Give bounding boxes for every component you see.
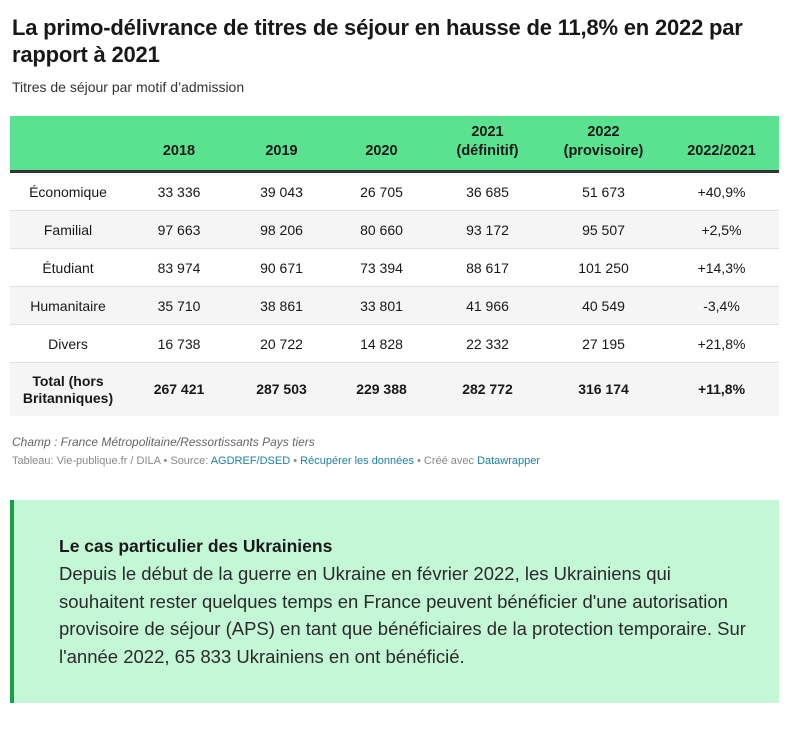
table-cell: 73 394	[331, 248, 432, 287]
table-cell: +2,5%	[664, 210, 779, 249]
table-cell: 22 332	[432, 324, 543, 363]
column-header: 2022 (provisoire)	[543, 116, 664, 173]
column-header-line	[664, 123, 779, 142]
table-cell: 38 861	[232, 286, 331, 325]
table-cell: 229 388	[331, 362, 432, 416]
table-cell: -3,4%	[664, 286, 779, 325]
row-label: Étudiant	[10, 248, 126, 287]
table-cell: 267 421	[126, 362, 232, 416]
table-cell: 51 673	[543, 171, 664, 211]
column-header-line: 2020	[365, 143, 398, 159]
row-label: Total (hors Britanniques)	[10, 362, 126, 416]
table-cell: 101 250	[543, 248, 664, 287]
table-cell: 36 685	[432, 171, 543, 211]
table-cell: 33 336	[126, 171, 232, 211]
separator: •	[290, 455, 301, 467]
data-table: 2018 2019 2020 2021 (définitif) 2022 (provisoi…	[10, 116, 779, 416]
column-header-line: 2018	[162, 143, 196, 159]
row-label: Humanitaire	[10, 286, 126, 325]
table-cell: 316 174	[543, 362, 664, 416]
table-cell: 27 195	[543, 324, 664, 363]
datawrapper-link[interactable]: Datawrapper	[477, 455, 541, 467]
table-cell: 20 722	[232, 324, 331, 363]
column-header-line: (provisoire)	[563, 143, 644, 159]
table-cell: +40,9%	[664, 171, 779, 211]
table-row: Étudiant 83 974 90 671 73 394 88 617 101 250 +…	[10, 248, 779, 287]
table-notes: Champ : France Métropolitaine/Ressortiss…	[12, 435, 315, 449]
table-cell: 90 671	[232, 248, 331, 287]
page-title: La primo-délivrance de titres de séjour …	[12, 15, 743, 67]
table-cell: 282 772	[432, 362, 543, 416]
column-header-line: (définitif)	[456, 143, 519, 159]
column-header-line: 2019	[265, 143, 298, 159]
table-cell: 97 663	[126, 210, 232, 249]
column-header-line	[10, 123, 126, 142]
table-cell: 14 828	[331, 324, 432, 363]
info-box-heading: Le cas particulier des Ukrainiens	[59, 536, 333, 556]
get-data-link[interactable]: Récupérer les données	[300, 455, 414, 467]
row-label: Familial	[10, 210, 126, 249]
credits: Tableau: Vie-publique.fr / DILA • Source…	[12, 455, 540, 467]
table-cell: +11,8%	[664, 362, 779, 416]
row-label: Économique	[10, 171, 126, 211]
table-cell: 93 172	[432, 210, 543, 249]
column-header: 2020	[331, 116, 432, 173]
source-link[interactable]: AGDREF/DSED	[210, 455, 291, 467]
column-header-line: 2022/2021	[687, 143, 756, 159]
table-cell: 80 660	[331, 210, 432, 249]
table-cell: 83 974	[126, 248, 232, 287]
table-cell: +21,8%	[664, 324, 779, 363]
info-box: Le cas particulier des Ukrainiens Depuis…	[10, 500, 779, 703]
table-subtitle: Titres de séjour par motif d’admission	[12, 79, 245, 95]
table-cell: 98 206	[232, 210, 331, 249]
created-with-label: • Créé avec	[413, 455, 478, 467]
credits-prefix: Tableau: Vie-publique.fr / DILA • Source…	[12, 455, 211, 467]
column-header-line	[331, 123, 432, 142]
table-cell: 41 966	[432, 286, 543, 325]
row-label: Divers	[10, 324, 126, 363]
table-cell: +14,3%	[664, 248, 779, 287]
table-row: Divers 16 738 20 722 14 828 22 332 27 195 +21,…	[10, 324, 779, 363]
table-row: Humanitaire 35 710 38 861 33 801 41 966 40 54…	[10, 286, 779, 325]
column-header	[10, 116, 126, 173]
table-cell: 40 549	[543, 286, 664, 325]
table-cell: 88 617	[432, 248, 543, 287]
table-cell: 16 738	[126, 324, 232, 363]
column-header: 2019	[232, 116, 331, 173]
column-header: 2021 (définitif)	[432, 116, 543, 173]
table-cell: 95 507	[543, 210, 664, 249]
table-cell: 35 710	[126, 286, 232, 325]
info-box-text: Depuis le début de la guerre en Ukraine …	[59, 563, 746, 667]
table-cell: 26 705	[331, 171, 432, 211]
table-cell: 33 801	[331, 286, 432, 325]
table-row: Total (hors Britanniques) 267 421 287 503 2…	[10, 362, 779, 416]
column-header-line	[232, 123, 331, 142]
column-header-line: 2021	[471, 124, 504, 140]
column-header-line: 2022	[587, 124, 620, 140]
table-cell: 287 503	[232, 362, 331, 416]
column-header-line	[10, 142, 126, 161]
column-header-line	[126, 123, 232, 142]
table-row: Familial 97 663 98 206 80 660 93 172 95 507 +2…	[10, 210, 779, 249]
column-header: 2018	[126, 116, 232, 173]
table-cell: 39 043	[232, 171, 331, 211]
column-header: 2022/2021	[664, 116, 779, 173]
table-row: Économique 33 336 39 043 26 705 36 685 51 673…	[10, 171, 779, 211]
